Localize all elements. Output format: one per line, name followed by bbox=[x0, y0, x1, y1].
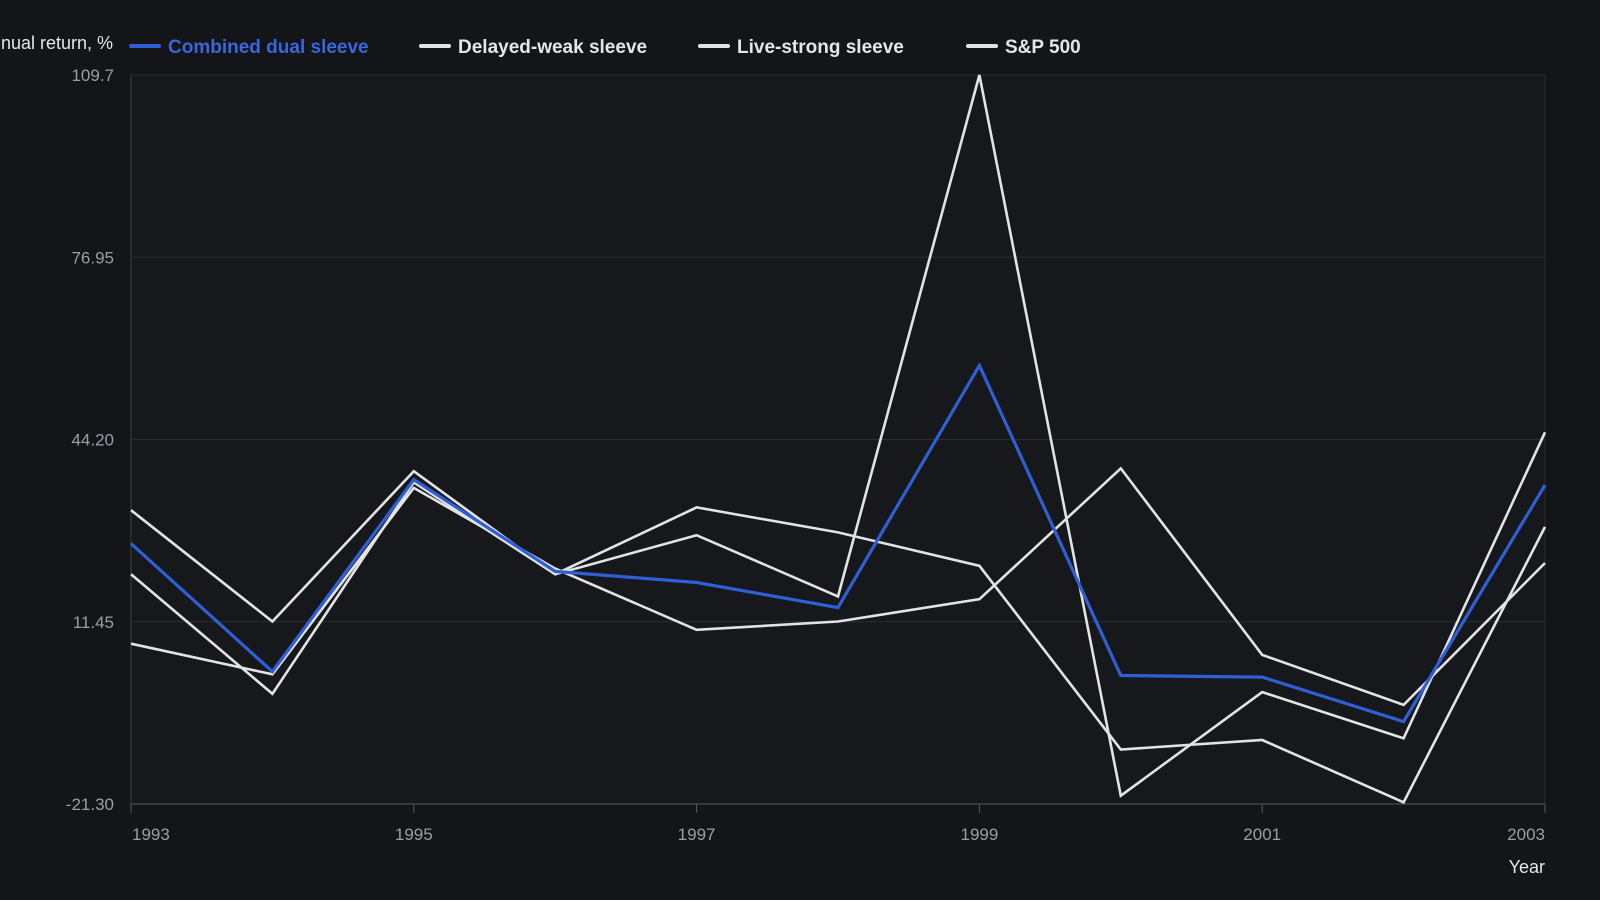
x-tick-label: 2001 bbox=[1243, 825, 1281, 844]
series-line-live-strong-sleeve bbox=[130, 466, 1546, 707]
legend-item-delayed-weak-sleeve: Delayed-weak sleeve bbox=[419, 37, 647, 58]
legend-label: Combined dual sleeve bbox=[168, 37, 369, 58]
y-tick-label: 11.45 bbox=[73, 613, 114, 632]
legend-item-combined-dual-sleeve: Combined dual sleeve bbox=[129, 37, 369, 58]
legend: Combined dual sleeve Delayed-weak sleeve L… bbox=[129, 37, 1081, 58]
x-axis-title: Year bbox=[1509, 857, 1545, 877]
series-line-s-p-500 bbox=[130, 74, 1547, 798]
legend-item-s-p-500: S&P 500 bbox=[966, 37, 1081, 58]
y-tick-label: 76.95 bbox=[71, 248, 114, 267]
grid-lines bbox=[131, 74, 1546, 804]
x-tick-label: 2003 bbox=[1507, 825, 1545, 844]
x-tick-label: 1995 bbox=[395, 825, 433, 844]
x-tick-label: 1999 bbox=[960, 825, 998, 844]
axes bbox=[130, 75, 1546, 813]
y-tick-label: 109.7 bbox=[71, 66, 114, 85]
legend-label: Delayed-weak sleeve bbox=[458, 37, 647, 58]
series-lines bbox=[129, 74, 1547, 804]
y-axis-title: Annual return, % bbox=[0, 33, 113, 53]
x-tick-label: 1993 bbox=[132, 825, 170, 844]
y-tick-label: 44.20 bbox=[71, 431, 114, 450]
legend-label: Live-strong sleeve bbox=[737, 37, 904, 58]
y-tick-label: -21.30 bbox=[66, 795, 114, 814]
legend-item-live-strong-sleeve: Live-strong sleeve bbox=[698, 37, 904, 58]
legend-label: S&P 500 bbox=[1005, 37, 1081, 58]
tick-labels: -21.30 11.45 44.20 76.95 109.7 1993 1995 1997 19… bbox=[66, 66, 1545, 844]
series-line-combined-dual-sleeve bbox=[129, 362, 1547, 724]
x-tick-label: 1997 bbox=[678, 825, 716, 844]
series-line-delayed-weak-sleeve bbox=[130, 469, 1547, 804]
